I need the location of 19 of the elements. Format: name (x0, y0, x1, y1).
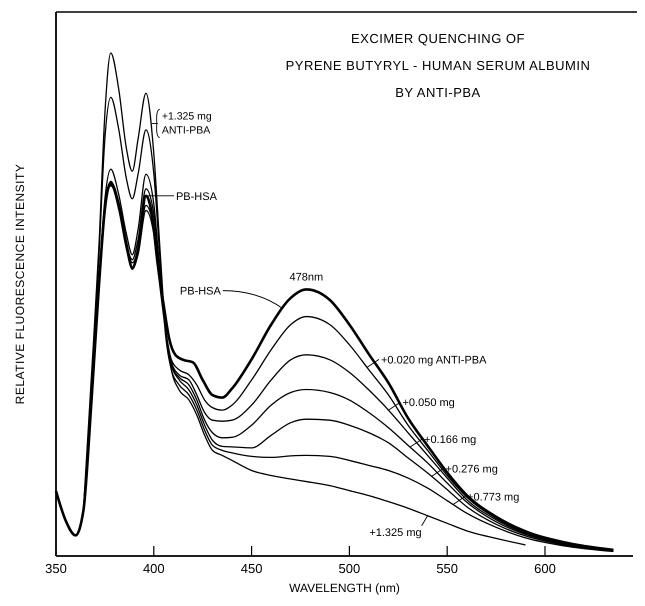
annotation: PB-HSA (176, 190, 218, 203)
legend-label: +0.773 mg (467, 491, 520, 504)
annotation: 478nm (290, 271, 324, 284)
series-label: +1.325 mg (369, 526, 422, 539)
x-tick-label: 600 (534, 561, 556, 576)
legend-label: +0.166 mg (424, 434, 476, 446)
chart-title: EXCIMER QUENCHING OF PYRENE BUTYRYL - HUMAN SERUM ALBUMIN BY ANTI-PBA (286, 31, 590, 100)
legend-label: +0.276 mg (446, 463, 498, 476)
x-tick-label: 450 (240, 561, 262, 576)
x-tick-label: 400 (142, 561, 165, 576)
legend-label: +0.020 mg ANTI-PBA (380, 354, 488, 366)
annotation: +1.325 mg ANTI-PBA (162, 110, 212, 136)
x-tick-label: 500 (338, 561, 360, 576)
y-axis-title: RELATIVE FLUORESCENCE INTENSITY (13, 164, 27, 404)
legend-label: +0.050 mg (402, 397, 455, 410)
series-label: PB-HSA (180, 286, 222, 298)
x-tick-label: 550 (436, 561, 458, 576)
x-tick-label: 350 (45, 561, 67, 576)
x-axis-title: WAVELENGTH (nm) (289, 581, 400, 595)
